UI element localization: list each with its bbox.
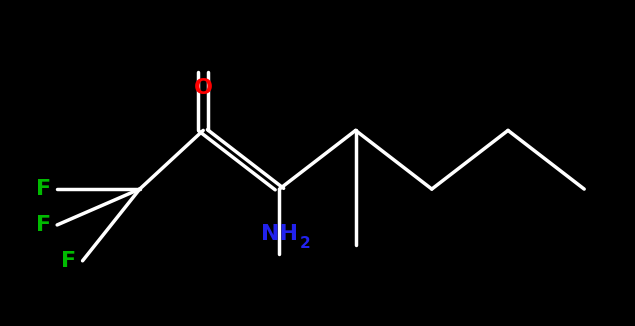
Text: F: F xyxy=(36,179,51,199)
Text: 2: 2 xyxy=(300,236,310,251)
Text: O: O xyxy=(194,78,213,98)
Text: F: F xyxy=(36,215,51,235)
Text: F: F xyxy=(61,251,76,271)
Text: NH: NH xyxy=(261,225,298,244)
